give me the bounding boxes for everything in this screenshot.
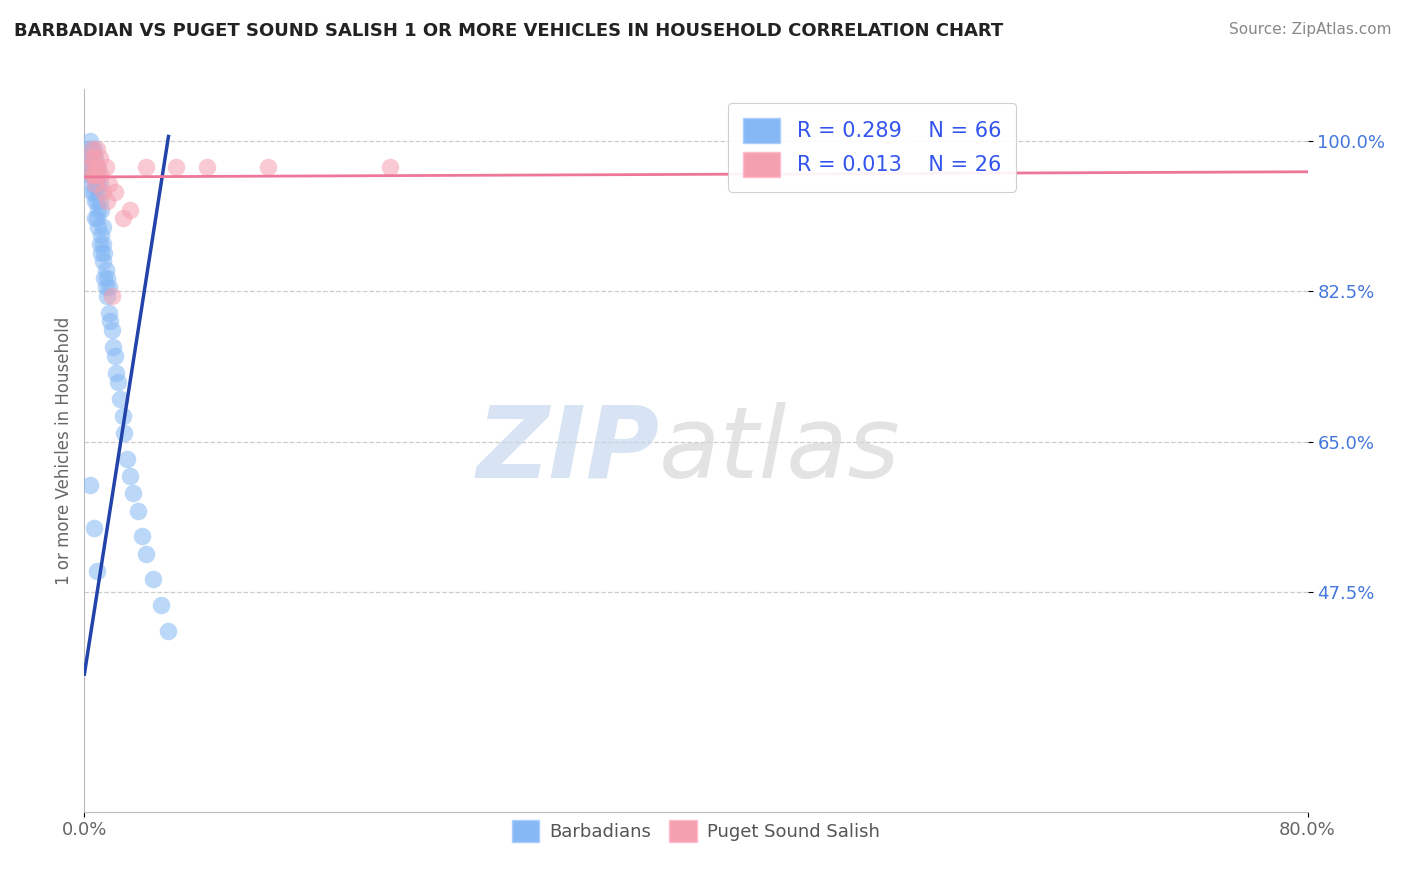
Point <box>89 151 111 165</box>
Point <box>112 426 135 441</box>
Point <box>93 271 115 285</box>
Point <box>97 306 120 320</box>
Point <box>103 340 125 354</box>
Legend: Barbadians, Puget Sound Salish: Barbadians, Puget Sound Salish <box>505 814 887 850</box>
Point <box>87 186 110 200</box>
Point <box>97 177 120 191</box>
Point <box>83 186 105 200</box>
Point <box>98 314 121 328</box>
Point <box>149 599 172 613</box>
Point <box>84 177 107 191</box>
Point <box>91 254 114 268</box>
Point <box>83 142 105 157</box>
Point <box>80 168 103 182</box>
Point <box>94 263 117 277</box>
Point <box>80 160 103 174</box>
Point <box>77 160 100 174</box>
Point <box>77 160 100 174</box>
Point <box>89 237 111 252</box>
Text: Source: ZipAtlas.com: Source: ZipAtlas.com <box>1229 22 1392 37</box>
Point <box>84 177 107 191</box>
Point <box>80 168 103 182</box>
Point <box>104 349 127 363</box>
Point <box>142 573 165 587</box>
Point <box>165 160 187 174</box>
Point <box>90 228 112 243</box>
Point <box>90 202 112 217</box>
Point <box>86 211 108 226</box>
Point <box>157 624 180 639</box>
Point <box>79 134 101 148</box>
Point <box>111 211 134 226</box>
Point <box>107 375 129 389</box>
Point <box>91 219 114 234</box>
Y-axis label: 1 or more Vehicles in Household: 1 or more Vehicles in Household <box>55 317 73 584</box>
Point <box>86 142 108 157</box>
Point <box>76 151 98 165</box>
Point <box>91 237 114 252</box>
Point <box>84 211 107 226</box>
Point <box>79 478 101 492</box>
Point <box>83 168 105 182</box>
Point <box>79 168 101 182</box>
Point <box>120 469 142 483</box>
Point <box>86 194 108 208</box>
Point <box>97 280 120 294</box>
Point <box>80 142 103 157</box>
Point <box>84 151 107 165</box>
Text: ZIP: ZIP <box>477 402 659 499</box>
Point <box>90 168 112 182</box>
Point <box>94 280 117 294</box>
Point <box>101 288 124 302</box>
Point <box>89 177 111 191</box>
Point <box>108 392 131 406</box>
Point <box>131 529 153 543</box>
Point <box>111 409 134 423</box>
Point <box>195 160 218 174</box>
Point <box>79 151 101 165</box>
Point <box>80 142 103 157</box>
Point <box>86 564 108 578</box>
Point <box>127 503 149 517</box>
Point <box>96 194 118 208</box>
Point <box>93 245 115 260</box>
Point <box>80 186 103 200</box>
Point <box>86 168 108 182</box>
Point <box>122 486 145 500</box>
Point <box>115 452 138 467</box>
Point <box>257 160 280 174</box>
Point <box>84 160 107 174</box>
Point <box>86 160 108 174</box>
Point <box>89 194 111 208</box>
Point <box>83 168 105 182</box>
Point <box>94 160 117 174</box>
Point <box>104 186 127 200</box>
Point <box>120 202 142 217</box>
Text: atlas: atlas <box>659 402 901 499</box>
Point <box>86 177 108 191</box>
Point <box>77 142 100 157</box>
Point <box>83 151 105 165</box>
Point <box>83 521 105 535</box>
Point <box>87 160 110 174</box>
Point <box>87 168 110 182</box>
Point <box>87 219 110 234</box>
Point <box>84 194 107 208</box>
Point <box>79 151 101 165</box>
Point <box>105 366 128 380</box>
Point <box>96 288 118 302</box>
Point <box>84 160 107 174</box>
Point <box>80 177 103 191</box>
Point <box>135 160 157 174</box>
Text: BARBADIAN VS PUGET SOUND SALISH 1 OR MORE VEHICLES IN HOUSEHOLD CORRELATION CHAR: BARBADIAN VS PUGET SOUND SALISH 1 OR MOR… <box>14 22 1004 40</box>
Point <box>90 245 112 260</box>
Point <box>135 547 157 561</box>
Point <box>83 160 105 174</box>
Point <box>380 160 402 174</box>
Point <box>96 271 118 285</box>
Point <box>87 202 110 217</box>
Point <box>91 186 114 200</box>
Point <box>101 323 124 337</box>
